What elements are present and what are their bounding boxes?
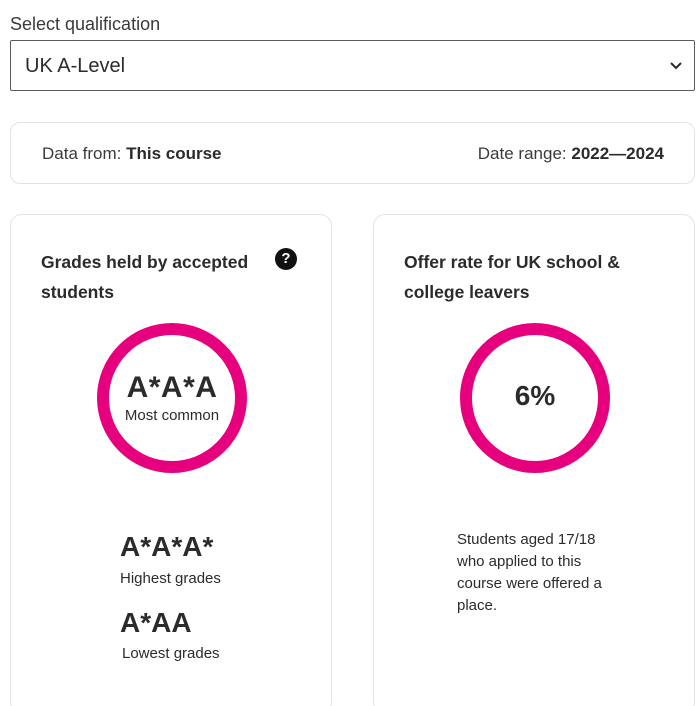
data-from-label: Data from: (42, 144, 122, 163)
data-from: Data from: This course (42, 144, 222, 164)
offer-rate-value: 6% (514, 380, 556, 411)
most-common-label: Most common (124, 407, 220, 424)
grades-card-title: Grades held by accepted students (41, 252, 249, 302)
most-common-grade-ring: A*A*A Most common (97, 323, 247, 473)
date-range: Date range: 2022—2024 (478, 144, 664, 164)
highest-grade: A*A*A* (120, 531, 214, 562)
qualification-select[interactable]: UK A-Level (10, 40, 695, 91)
offer-rate-card: Offer rate for UK school & college leave… (373, 214, 695, 706)
offer-rate-ring: 6% (460, 323, 610, 473)
lowest-grade: A*AA (120, 607, 192, 638)
lowest-grade-label: Lowest grades (122, 645, 220, 662)
qualification-selected-value: UK A-Level (25, 55, 126, 77)
grades-card: Grades held by accepted students ? A*A*A… (10, 214, 332, 706)
highest-grade-label: Highest grades (120, 570, 221, 587)
offer-rate-description: Students aged 17/18 who applied to this … (457, 531, 602, 614)
chevron-down-icon (670, 62, 682, 70)
data-source-bar: Data from: This course Date range: 2022—… (10, 122, 695, 184)
question-circle-icon[interactable]: ? (275, 248, 297, 270)
offer-rate-card-title: Offer rate for UK school & college leave… (404, 252, 620, 302)
data-from-value: This course (126, 144, 222, 163)
date-range-label: Date range: (477, 144, 567, 163)
most-common-grade: A*A*A (126, 371, 218, 404)
qualification-label: Select qualification (10, 14, 161, 34)
date-range-value: 2022—2024 (571, 144, 664, 163)
